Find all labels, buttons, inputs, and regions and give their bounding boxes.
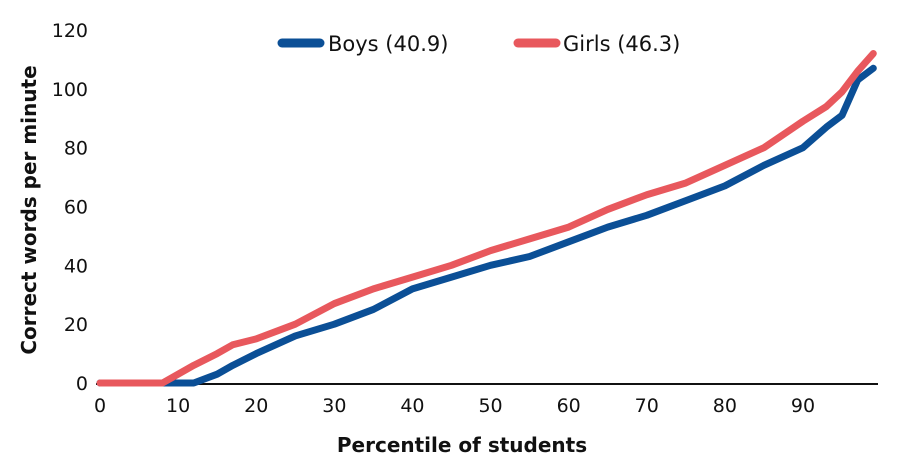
x-tick-label: 0	[94, 395, 106, 417]
y-tick-label: 40	[64, 255, 88, 277]
x-tick-label: 40	[400, 395, 424, 417]
x-tick-label: 70	[635, 395, 659, 417]
y-tick-label: 60	[64, 197, 88, 219]
y-tick-label: 0	[76, 373, 88, 395]
x-tick-label: 90	[791, 395, 815, 417]
x-tick-label: 20	[244, 395, 268, 417]
x-tick-label: 10	[166, 395, 190, 417]
x-tick-label: 50	[478, 395, 502, 417]
y-tick-label: 80	[64, 138, 88, 160]
legend-label-boys: Boys (40.9)	[328, 32, 448, 56]
legend: Boys (40.9) Girls (46.3)	[277, 32, 680, 56]
series-line-girls	[96, 50, 877, 387]
x-tick-label: 80	[713, 395, 737, 417]
y-axis-label: Correct words per minute	[17, 65, 41, 354]
x-tick-label: 60	[557, 395, 581, 417]
series-line-boys	[96, 64, 877, 387]
y-tick-label: 120	[52, 20, 88, 42]
y-tick-label: 20	[64, 314, 88, 336]
legend-label-girls: Girls (46.3)	[563, 32, 680, 56]
x-tick-label: 30	[322, 395, 346, 417]
y-tick-label: 100	[52, 79, 88, 101]
x-axis-label: Percentile of students	[337, 433, 587, 457]
